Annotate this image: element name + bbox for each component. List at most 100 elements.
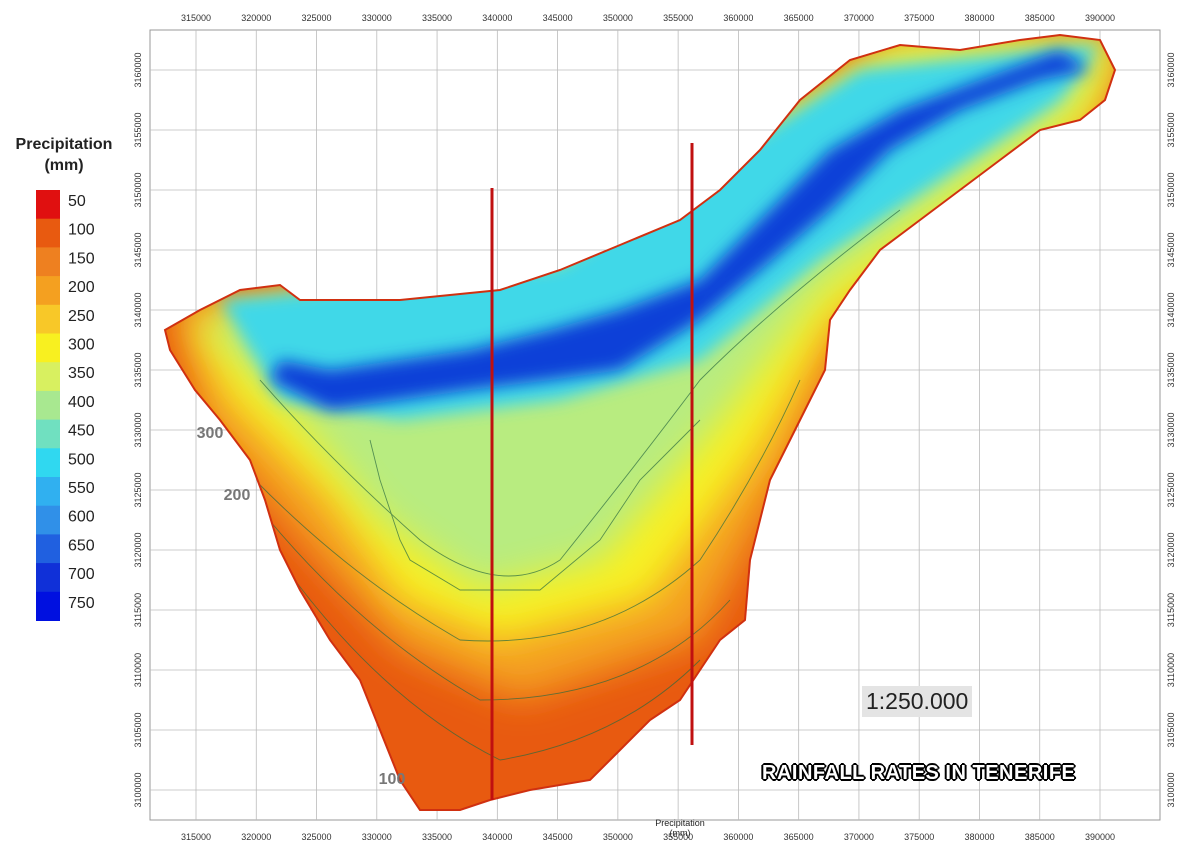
legend-swatch — [36, 218, 60, 248]
x-tick-label: 355000 — [663, 13, 693, 23]
zone-high — [270, 50, 1090, 410]
y-tick-label: 3130000 — [133, 412, 143, 447]
legend-swatch — [36, 390, 60, 421]
x-tick-label: 325000 — [302, 832, 332, 842]
legend-label: 300 — [68, 337, 95, 354]
x-tick-label: 380000 — [964, 832, 994, 842]
x-tick-label: 360000 — [723, 832, 753, 842]
legend-label: 450 — [68, 423, 95, 440]
x-tick-label: 330000 — [362, 832, 392, 842]
x-tick-label: 385000 — [1025, 832, 1055, 842]
legend-label: 600 — [68, 509, 95, 526]
legend-swatch — [36, 477, 60, 507]
y-tick-label: 3105000 — [133, 712, 143, 747]
legend-swatch — [36, 362, 60, 392]
legend-swatch — [36, 591, 60, 621]
x-tick-label: 375000 — [904, 13, 934, 23]
legend-label: 400 — [68, 394, 95, 411]
y-tick-label: 3155000 — [1166, 112, 1176, 147]
legend-label: 700 — [68, 566, 95, 583]
y-tick-label: 3145000 — [133, 232, 143, 267]
y-tick-label: 3115000 — [1166, 593, 1176, 627]
x-tick-label: 365000 — [784, 13, 814, 23]
y-tick-label: 3150000 — [1166, 172, 1176, 207]
x-tick-label: 340000 — [482, 13, 512, 23]
legend-swatch — [36, 505, 60, 535]
y-tick-label: 3125000 — [1166, 472, 1176, 507]
y-tick-label: 3115000 — [133, 593, 143, 627]
y-tick-label: 3140000 — [133, 292, 143, 327]
legend-swatch — [36, 333, 60, 363]
x-tick-label: 355000 — [663, 832, 693, 842]
x-tick-label: 390000 — [1085, 13, 1115, 23]
legend-label: 750 — [68, 595, 95, 612]
x-tick-label: 320000 — [241, 13, 271, 23]
y-tick-label: 3110000 — [1166, 653, 1176, 687]
contour-label: 100 — [379, 771, 406, 788]
legend-swatch — [36, 448, 60, 478]
y-tick-label: 3120000 — [1166, 532, 1176, 567]
legend-label: 250 — [68, 308, 95, 325]
contour-label: 300 — [197, 425, 224, 442]
legend-swatch — [36, 304, 60, 334]
legend-swatch — [36, 247, 60, 277]
legend-label: 100 — [68, 222, 95, 239]
y-tick-label: 3160000 — [1166, 52, 1176, 87]
x-tick-label: 330000 — [362, 13, 392, 23]
y-tick-label: 3100000 — [1166, 772, 1176, 807]
x-tick-label: 335000 — [422, 832, 452, 842]
x-tick-label: 380000 — [964, 13, 994, 23]
x-tick-label: 360000 — [723, 13, 753, 23]
x-tick-label: 315000 — [181, 13, 211, 23]
x-tick-label: 345000 — [543, 832, 573, 842]
legend-label: 650 — [68, 537, 95, 554]
y-tick-label: 3100000 — [133, 772, 143, 807]
contour-lines — [199, 209, 901, 761]
y-tick-label: 3135000 — [1166, 352, 1176, 387]
x-tick-label: 375000 — [904, 832, 934, 842]
legend-label: 50 — [68, 193, 86, 210]
y-tick-label: 3155000 — [133, 112, 143, 147]
x-tick-label: 350000 — [603, 13, 633, 23]
x-tick-label: 385000 — [1025, 13, 1055, 23]
x-tick-label: 390000 — [1085, 832, 1115, 842]
x-tick-label: 335000 — [422, 13, 452, 23]
legend-label: 200 — [68, 279, 95, 296]
x-tick-label: 345000 — [543, 13, 573, 23]
y-tick-label: 3110000 — [133, 653, 143, 687]
y-tick-label: 3140000 — [1166, 292, 1176, 327]
caption: RAINFALL RATES IN TENERIFE — [762, 762, 1076, 784]
y-tick-label: 3120000 — [133, 532, 143, 567]
legend-swatch — [36, 563, 60, 593]
x-tick-label: 350000 — [603, 832, 633, 842]
labels: 315000 315000 320000 320000 325000 325000 3300… — [36, 13, 1176, 842]
y-tick-label: 3160000 — [133, 52, 143, 87]
legend-swatch — [36, 419, 60, 449]
legend-swatch — [36, 190, 60, 220]
x-tick-label: 320000 — [241, 832, 271, 842]
x-tick-label: 365000 — [784, 832, 814, 842]
scale: 1:250.000 — [862, 686, 973, 717]
footer-label: Precipitation (mm) — [655, 818, 705, 838]
legend-title: Precipitation (mm) — [15, 136, 113, 174]
legend-label: 350 — [68, 365, 95, 382]
x-tick-label: 315000 — [181, 832, 211, 842]
legend-swatch — [36, 276, 60, 306]
y-tick-label: 3145000 — [1166, 232, 1176, 267]
contour-label: 200 — [224, 487, 251, 504]
y-tick-label: 3105000 — [1166, 712, 1176, 747]
y-tick-label: 3135000 — [133, 352, 143, 387]
legend-label: 500 — [68, 451, 95, 468]
legend-label: 550 — [68, 480, 95, 497]
legend-swatch — [36, 534, 60, 564]
x-tick-label: 370000 — [844, 13, 874, 23]
y-tick-label: 3130000 — [1166, 412, 1176, 447]
x-tick-label: 370000 — [844, 832, 874, 842]
x-tick-label: 340000 — [482, 832, 512, 842]
y-tick-label: 3150000 — [133, 172, 143, 207]
x-tick-label: 325000 — [302, 13, 332, 23]
legend-label: 150 — [68, 250, 95, 267]
y-tick-label: 3125000 — [133, 472, 143, 507]
